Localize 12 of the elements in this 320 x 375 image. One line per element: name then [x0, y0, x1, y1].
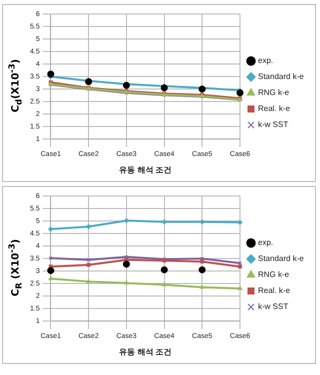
legend-label: exp.	[258, 56, 274, 66]
legend-label: RNG k-e	[258, 88, 290, 98]
legend-label: k-w SST	[258, 120, 288, 130]
legend-label: Real. k-e	[258, 104, 291, 114]
x-axis-title: 유동 해석 조건	[119, 165, 172, 174]
x-axis-title: 유동 해석 조건	[119, 347, 172, 356]
legend-label: exp.	[258, 238, 274, 248]
legend-label: RNG k-e	[258, 270, 290, 280]
legend-label: Standard k-e	[258, 72, 304, 82]
legend-label: k-w SST	[258, 302, 288, 312]
legend-label: Real. k-e	[258, 286, 291, 296]
legend-label: Standard k-e	[258, 254, 304, 264]
